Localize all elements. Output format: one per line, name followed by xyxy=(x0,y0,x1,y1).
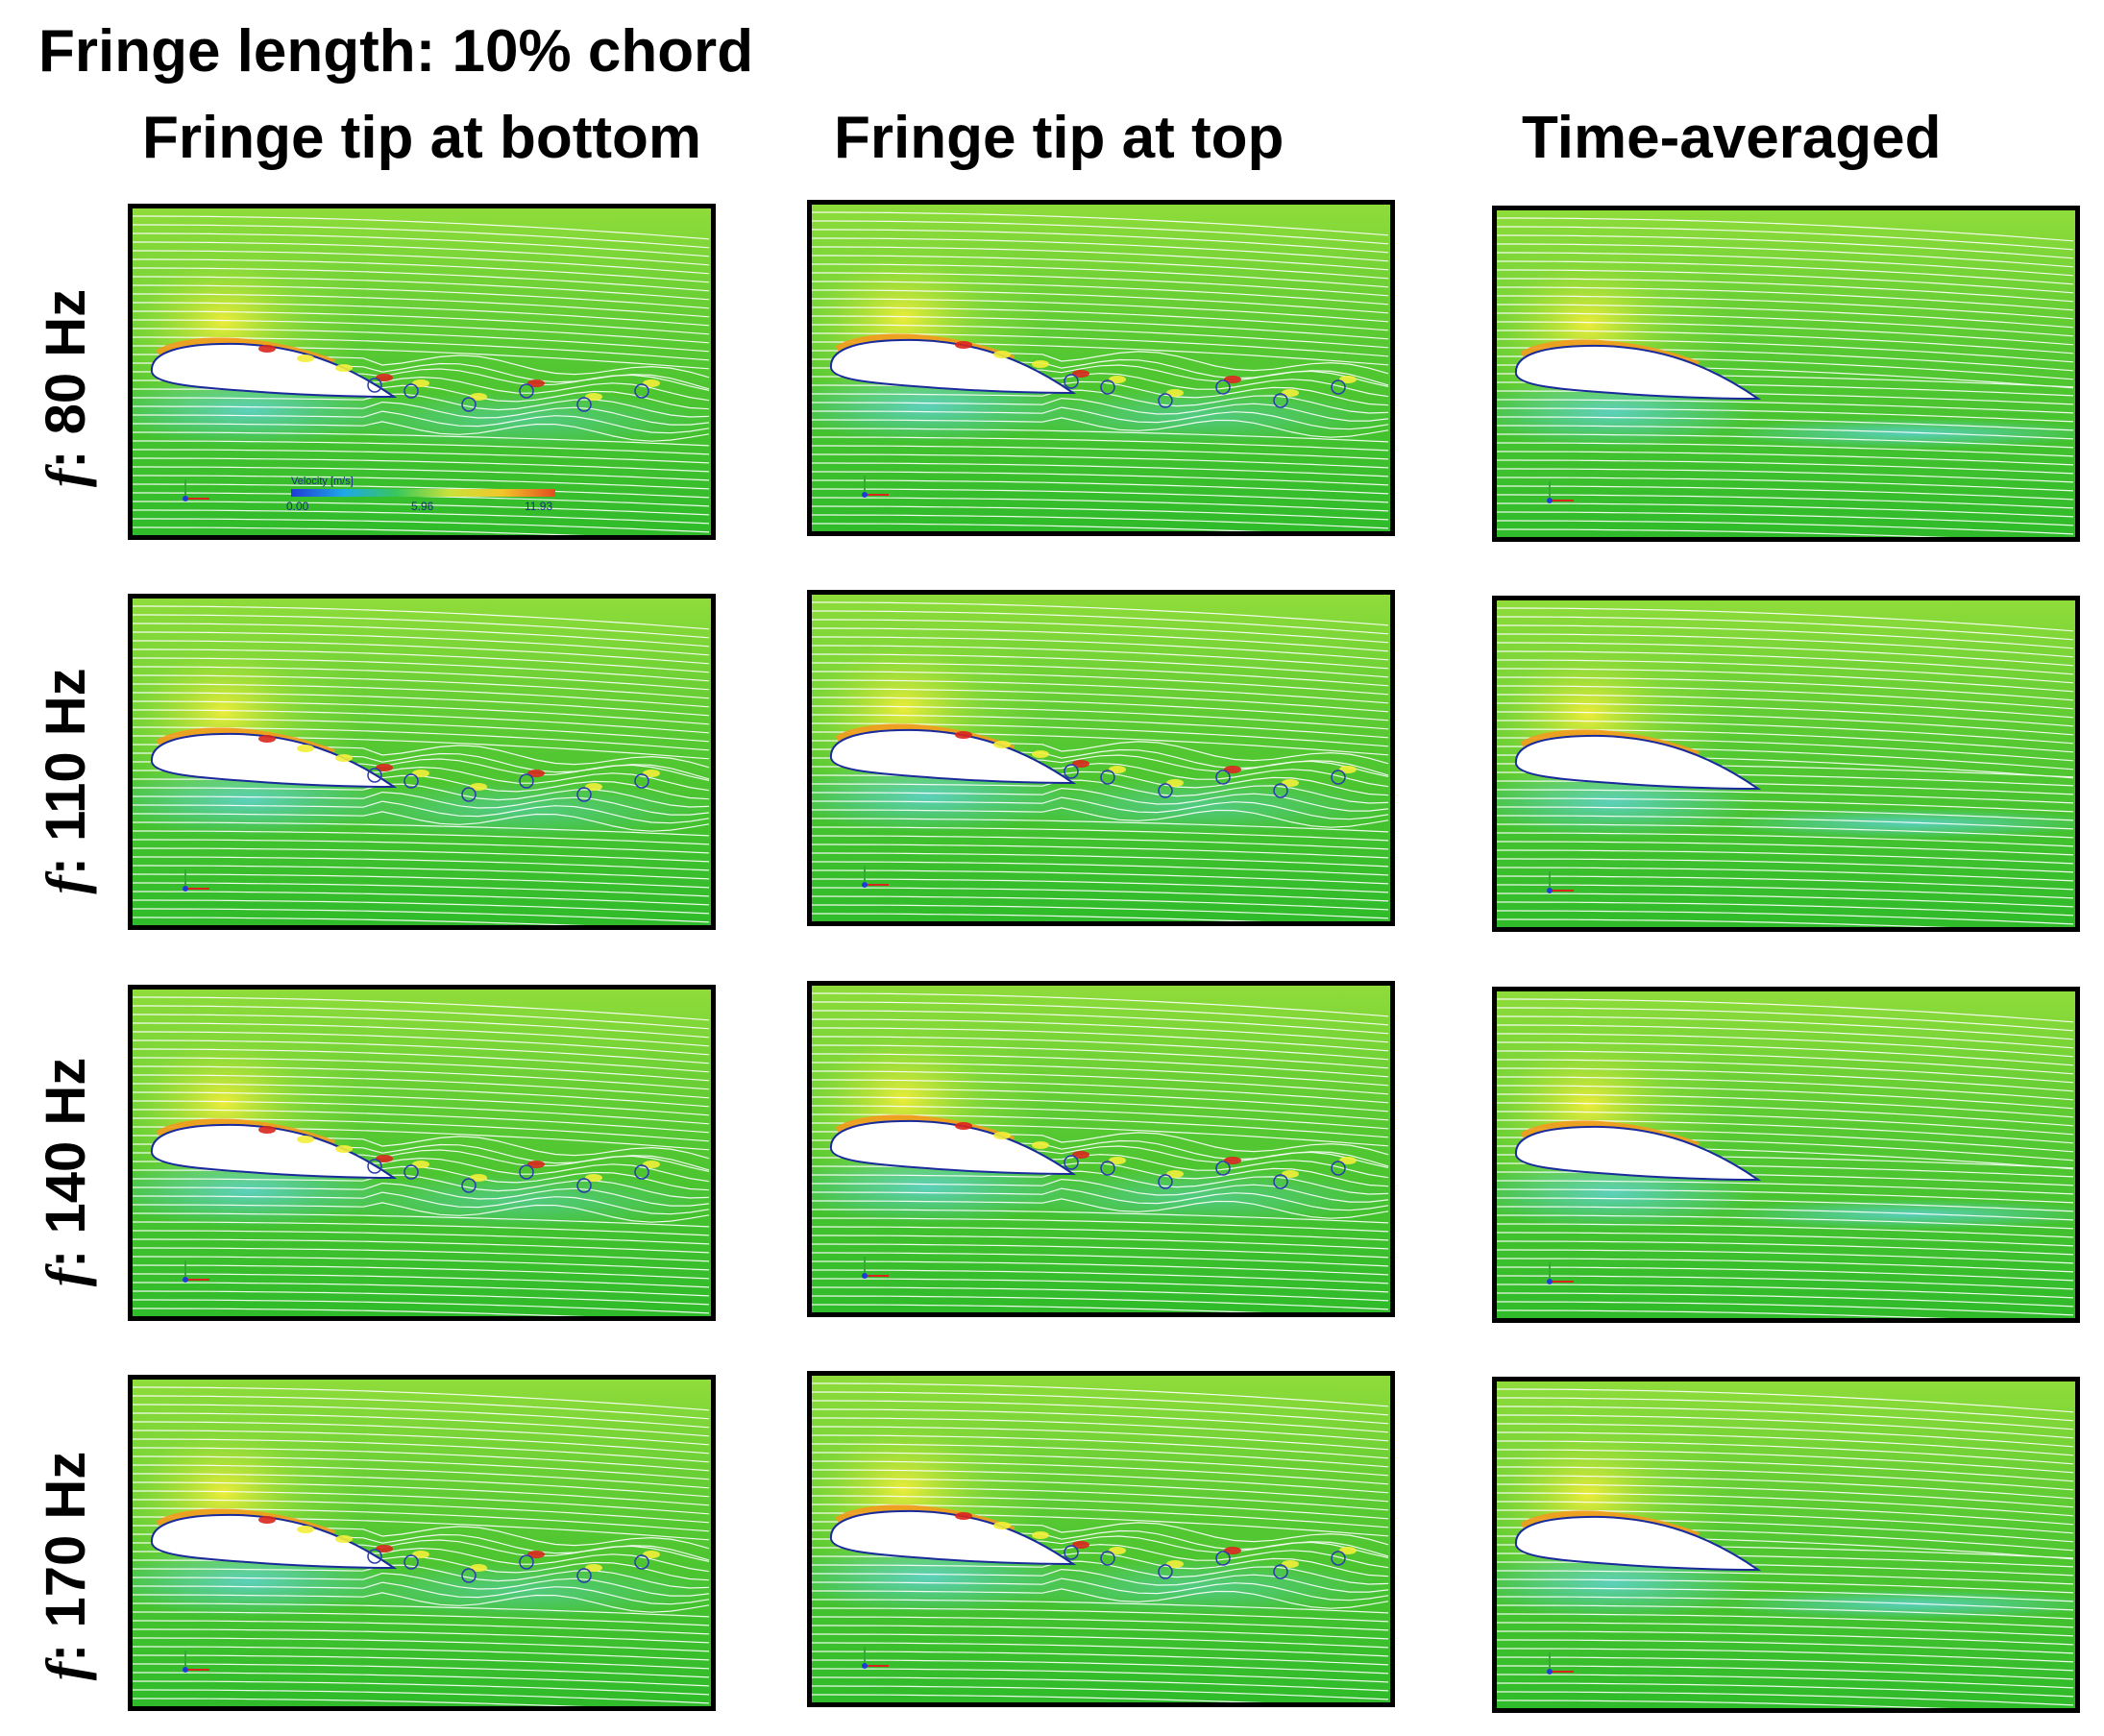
flow-panel-80hz-tip-top xyxy=(807,200,1395,536)
column-title-fringe-tip-bottom: Fringe tip at bottom xyxy=(142,105,702,171)
row-frequency: : 110 Hz xyxy=(35,668,97,876)
colorbar-min-label: 0.00 xyxy=(286,500,309,513)
flow-panel-110hz-time-averaged xyxy=(1492,596,2080,932)
flow-field-plot xyxy=(812,205,1390,531)
flow-panel-170hz-tip-top xyxy=(807,1371,1395,1707)
row-label-80hz: f: 80 Hz xyxy=(28,230,105,547)
flow-field-plot xyxy=(133,1380,711,1706)
flow-panel-110hz-tip-top xyxy=(807,590,1395,926)
flow-panel-80hz-tip-bottom: Velocity [m/s] 0.00 5.96 11.93 xyxy=(128,204,716,540)
figure-title: Fringe length: 10% chord xyxy=(38,18,754,85)
row-frequency: : 140 Hz xyxy=(35,1057,97,1268)
row-variable: f xyxy=(35,1267,97,1287)
column-title-fringe-tip-top: Fringe tip at top xyxy=(834,105,1284,171)
row-label-110hz: f: 110 Hz xyxy=(28,623,105,940)
colorbar-max-label: 11.93 xyxy=(525,500,552,513)
flow-panel-110hz-tip-bottom xyxy=(128,594,716,930)
row-label-140hz: f: 140 Hz xyxy=(28,1014,105,1331)
flow-field-plot xyxy=(133,990,711,1316)
flow-field-plot xyxy=(812,595,1390,921)
row-frequency: : 170 Hz xyxy=(35,1451,97,1662)
flow-field-plot xyxy=(1497,210,2075,537)
flow-panel-140hz-time-averaged xyxy=(1492,987,2080,1323)
flow-panel-80hz-time-averaged xyxy=(1492,206,2080,542)
velocity-colorbar xyxy=(291,489,555,497)
flow-panel-140hz-tip-top xyxy=(807,981,1395,1317)
flow-field-plot xyxy=(1497,600,2075,927)
flow-panel-140hz-tip-bottom xyxy=(128,985,716,1321)
flow-panel-170hz-time-averaged xyxy=(1492,1377,2080,1713)
colorbar-mid-label: 5.96 xyxy=(411,500,434,513)
column-title-time-averaged: Time-averaged xyxy=(1522,105,1942,171)
flow-field-plot xyxy=(1497,991,2075,1318)
row-variable: f xyxy=(35,1661,97,1681)
flow-field-plot xyxy=(812,986,1390,1312)
flow-panel-170hz-tip-bottom xyxy=(128,1375,716,1711)
colorbar-title: Velocity [m/s] xyxy=(291,476,354,487)
row-variable: f xyxy=(35,468,97,488)
row-frequency: : 80 Hz xyxy=(35,288,97,469)
flow-field-plot xyxy=(133,599,711,925)
flow-field-plot xyxy=(812,1376,1390,1702)
flow-field-plot xyxy=(1497,1381,2075,1708)
row-label-170hz: f: 170 Hz xyxy=(28,1407,105,1724)
row-variable: f xyxy=(35,875,97,894)
flow-field-plot: Velocity [m/s] 0.00 5.96 11.93 xyxy=(133,208,711,535)
